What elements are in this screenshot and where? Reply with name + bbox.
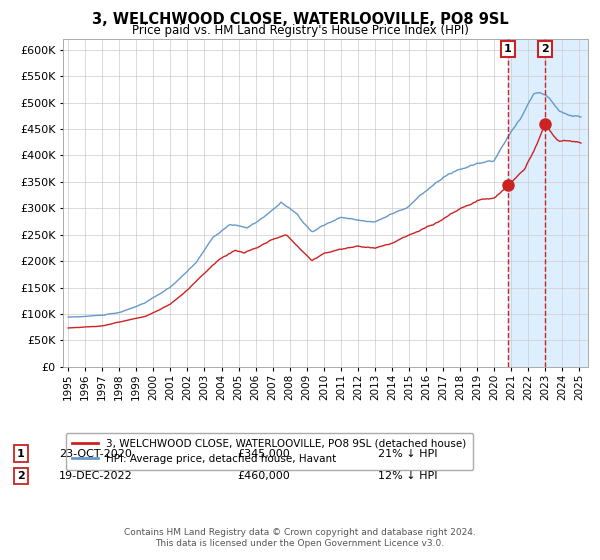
Text: 12% ↓ HPI: 12% ↓ HPI <box>378 471 438 481</box>
Legend: 3, WELCHWOOD CLOSE, WATERLOOVILLE, PO8 9SL (detached house), HPI: Average price,: 3, WELCHWOOD CLOSE, WATERLOOVILLE, PO8 9… <box>65 433 473 470</box>
Text: 19-DEC-2022: 19-DEC-2022 <box>59 471 133 481</box>
Text: £460,000: £460,000 <box>238 471 290 481</box>
Text: £345,000: £345,000 <box>238 449 290 459</box>
Text: Contains HM Land Registry data © Crown copyright and database right 2024.
This d: Contains HM Land Registry data © Crown c… <box>124 528 476 548</box>
Text: 21% ↓ HPI: 21% ↓ HPI <box>378 449 438 459</box>
Bar <box>508 39 600 367</box>
Text: 23-OCT-2020: 23-OCT-2020 <box>59 449 133 459</box>
Text: 2: 2 <box>541 44 549 54</box>
Text: 1: 1 <box>504 44 512 54</box>
Text: 2: 2 <box>17 471 25 481</box>
Text: Price paid vs. HM Land Registry's House Price Index (HPI): Price paid vs. HM Land Registry's House … <box>131 24 469 36</box>
Text: 1: 1 <box>17 449 25 459</box>
Text: 3, WELCHWOOD CLOSE, WATERLOOVILLE, PO8 9SL: 3, WELCHWOOD CLOSE, WATERLOOVILLE, PO8 9… <box>92 12 508 27</box>
